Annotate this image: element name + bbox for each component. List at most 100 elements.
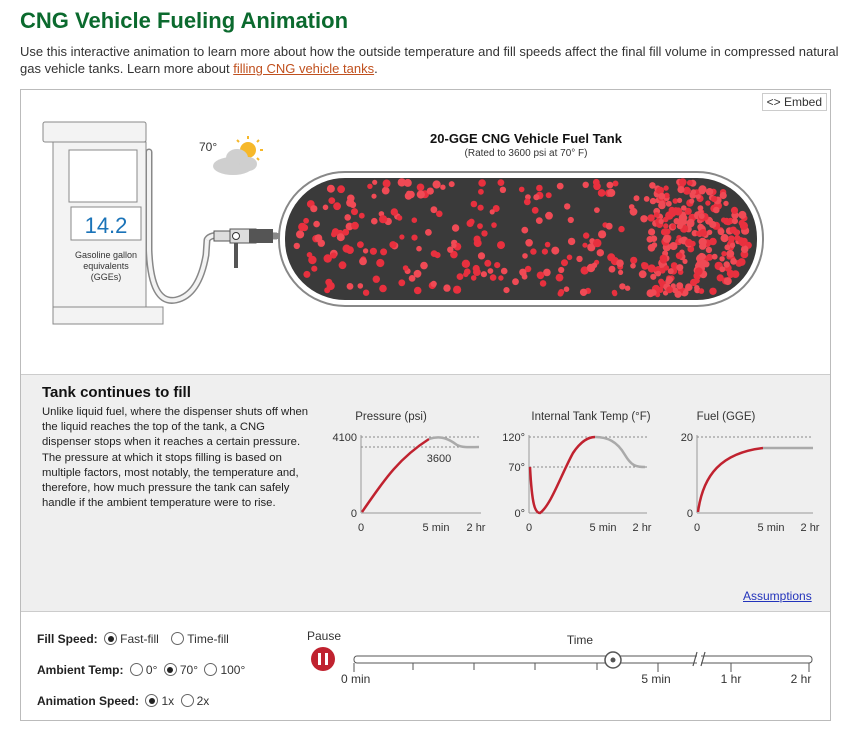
gas-molecule — [720, 234, 729, 243]
gas-molecule — [558, 266, 565, 274]
charts-svg: Pressure (psi) 4100 0 3600 0 5 min 2 hr … — [333, 411, 820, 534]
gas-molecule — [723, 261, 730, 268]
ambient-temp-70-radio[interactable] — [163, 663, 177, 676]
gas-molecule — [426, 187, 434, 195]
temp-series-settle — [594, 435, 646, 469]
gas-molecule — [346, 198, 355, 207]
gas-molecule — [369, 247, 377, 255]
filling-tanks-link[interactable]: filling CNG vehicle tanks — [233, 61, 375, 76]
gas-molecule — [404, 192, 413, 200]
pressure-xtick-2hr: 2 hr — [467, 522, 486, 534]
gas-molecule — [711, 253, 718, 260]
timeline-tick-1hr: 1 hr — [721, 672, 742, 686]
gas-molecule — [323, 254, 332, 263]
gas-molecule — [658, 201, 666, 210]
fill-speed-fast-radio[interactable] — [104, 632, 118, 645]
gas-molecule — [525, 194, 531, 200]
gas-molecule — [362, 248, 369, 254]
gas-molecule — [629, 207, 638, 216]
gas-molecule — [539, 280, 547, 287]
gas-molecule — [499, 186, 507, 193]
ambient-temp-0-radio[interactable] — [129, 663, 143, 676]
gas-molecule — [344, 214, 352, 221]
gas-molecule — [519, 268, 527, 276]
gas-molecule — [450, 250, 458, 259]
gas-molecule — [461, 259, 471, 268]
anim-speed-2x-radio[interactable] — [180, 694, 194, 707]
gas-molecule — [362, 289, 370, 296]
gas-molecule — [524, 265, 532, 273]
panel-title: Tank continues to fill — [42, 384, 191, 401]
gas-molecule — [367, 183, 373, 189]
gas-molecule — [322, 204, 329, 211]
gas-molecule — [382, 179, 391, 188]
anim-speed-1x-radio[interactable] — [145, 694, 159, 707]
gas-molecule — [478, 179, 486, 187]
pressure-ytick-0: 0 — [351, 508, 357, 520]
partly-sunny-icon — [213, 136, 263, 175]
gas-molecule — [650, 273, 657, 280]
ambient-temp-row: Ambient Temp: 0° 70° 100° — [37, 661, 245, 679]
pause-icon — [318, 653, 321, 665]
controls-panel: Fill Speed: Fast-fill Time-fill Ambient … — [21, 612, 830, 720]
gas-molecule — [357, 283, 364, 289]
gas-molecule — [717, 228, 725, 236]
tank-title: 20-GGE CNG Vehicle Fuel Tank — [430, 131, 623, 146]
embed-button[interactable]: <> Embed — [761, 93, 827, 111]
timeline-handle[interactable] — [604, 651, 622, 669]
gas-molecule — [448, 181, 455, 188]
timeline-track[interactable] — [353, 651, 813, 672]
gas-molecule — [720, 217, 727, 223]
gas-molecule — [557, 290, 564, 297]
gas-molecule — [333, 202, 341, 211]
gas-molecule — [379, 284, 387, 293]
gas-molecule — [676, 282, 684, 290]
pause-button[interactable] — [311, 647, 335, 671]
gas-molecule — [684, 207, 692, 215]
gas-molecule — [489, 274, 497, 281]
gas-molecule — [699, 229, 708, 237]
gas-molecule — [473, 239, 482, 248]
anim-speed-row: Animation Speed: 1x 2x — [37, 692, 209, 710]
gas-molecule — [397, 178, 406, 187]
fuel-ytick-20: 20 — [681, 432, 693, 444]
gas-molecule — [723, 200, 729, 207]
gas-molecule — [416, 245, 422, 252]
assumptions-link[interactable]: Assumptions — [743, 589, 812, 603]
fill-speed-label: Fill Speed: — [37, 632, 98, 646]
anim-speed-1x-label: 1x — [161, 694, 175, 708]
ambient-temp-100-radio[interactable] — [204, 663, 218, 676]
gas-molecule — [525, 239, 533, 247]
fill-speed-time-radio[interactable] — [171, 632, 185, 645]
gas-molecule — [649, 197, 657, 205]
gas-molecule — [706, 229, 713, 235]
gas-molecule — [338, 261, 347, 270]
gas-molecule — [403, 178, 412, 187]
gas-molecule — [440, 184, 446, 190]
gas-molecule — [543, 268, 551, 277]
gas-molecule — [689, 198, 695, 204]
gas-molecule — [738, 210, 747, 219]
gas-molecule — [676, 264, 684, 272]
gas-molecule — [606, 181, 614, 189]
gas-molecule — [308, 255, 317, 265]
gas-molecule — [740, 245, 749, 253]
pressure-series-fill — [360, 437, 430, 513]
gas-molecule — [536, 184, 543, 192]
gas-molecule — [668, 206, 676, 214]
gas-molecule — [301, 224, 309, 232]
gas-molecule — [675, 252, 683, 260]
gas-molecule — [494, 262, 501, 269]
pause-label: Pause — [307, 629, 341, 643]
gas-molecule — [730, 258, 737, 265]
temp-ytick-120: 120° — [502, 432, 525, 444]
gas-molecule — [705, 246, 713, 254]
intro-text: Use this interactive animation to learn … — [20, 43, 840, 77]
gas-molecule — [658, 278, 665, 285]
scene-svg: 14.2 Gasoline gallon equivalents (GGEs) … — [42, 121, 764, 325]
gas-molecule — [456, 273, 464, 280]
gas-molecule — [324, 287, 331, 294]
gas-molecule — [582, 181, 589, 188]
gas-molecule — [390, 208, 398, 216]
gas-molecule — [618, 225, 625, 233]
